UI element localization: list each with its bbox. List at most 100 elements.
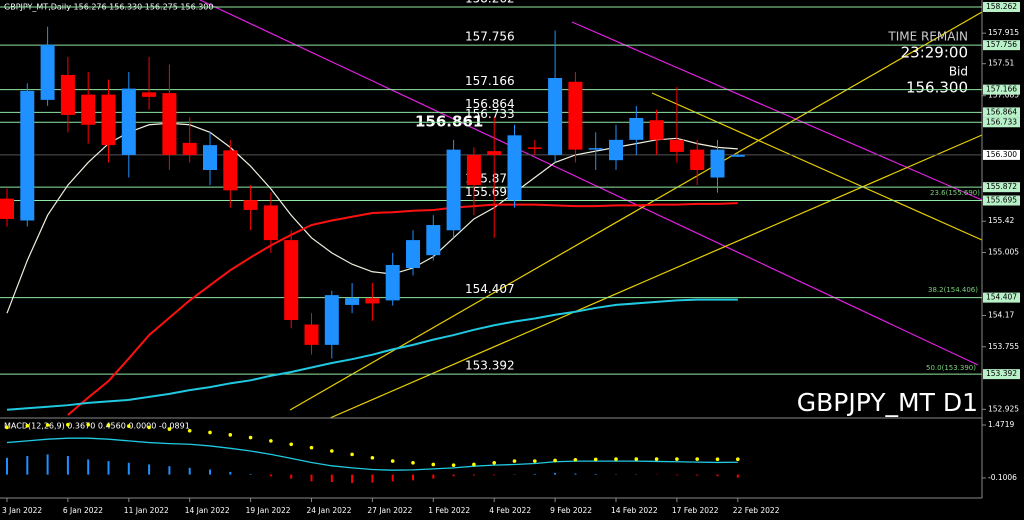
level-label: 155.695 [465, 185, 515, 199]
x-tick-label: 17 Feb 2022 [672, 506, 719, 515]
macd-bar [107, 461, 110, 475]
macd-bar [290, 474, 293, 479]
macd-bar [269, 474, 272, 477]
macd-bar [229, 471, 232, 475]
y-tick-label: 157.915 [988, 28, 1019, 37]
candle-body [263, 205, 278, 241]
candle-body [60, 75, 75, 115]
x-tick-label: 6 Jan 2022 [63, 506, 103, 515]
bid-label: Bid [949, 65, 968, 79]
macd-bar [472, 474, 475, 476]
macd-bar [554, 472, 557, 475]
signal-dot [390, 459, 395, 463]
macd-bar [675, 474, 678, 476]
candle-body [710, 149, 725, 178]
x-tick-label: 24 Jan 2022 [307, 506, 352, 515]
level-axis-label: 156.864 [986, 107, 1017, 116]
x-tick-label: 27 Jan 2022 [367, 506, 412, 515]
fib-label: 38.2(154.406) [928, 286, 978, 294]
level-label: 156.733 [465, 107, 515, 121]
signal-dot [309, 445, 314, 450]
level-axis-box [983, 117, 1020, 128]
macd-title: MACD(12,26,9) 0.3670 0.4560 0.0000 -0.08… [4, 422, 190, 431]
candle-body [284, 240, 299, 321]
moving-average [67, 202, 738, 416]
signal-dot [411, 460, 415, 465]
candle-body [223, 150, 238, 191]
y-tick-label: 157.085 [988, 91, 1019, 100]
signal-dot [187, 428, 192, 433]
signal-dot [593, 457, 598, 462]
candle-body [182, 142, 197, 155]
candle-body [527, 147, 542, 149]
level-axis-box [983, 182, 1020, 193]
fib-label: 50.0(153.390) [926, 364, 976, 372]
candle-body [730, 154, 745, 157]
candle-body [588, 148, 603, 150]
trend-line [329, 134, 983, 419]
macd-bar [330, 474, 333, 483]
trend-line [289, 11, 983, 411]
signal-dot [350, 452, 354, 457]
candle-body [345, 298, 360, 305]
macd-bar [533, 473, 536, 475]
signal-dot [614, 457, 618, 461]
macd-line [6, 437, 738, 471]
candle-body [0, 198, 14, 219]
candle-body [304, 324, 319, 345]
level-axis-box [983, 369, 1020, 380]
signal-dot [451, 463, 456, 467]
candle-body [365, 298, 380, 304]
x-tick-label: 14 Feb 2022 [611, 506, 658, 515]
macd-bar [148, 464, 151, 475]
x-tick-label: 1 Feb 2022 [428, 506, 470, 515]
candle-body [203, 145, 217, 170]
signal-dot [654, 457, 659, 461]
candle-body [324, 295, 339, 345]
x-tick-label: 9 Feb 2022 [550, 506, 592, 515]
macd-bar [127, 462, 130, 475]
signal-dot [472, 462, 476, 467]
signal-dot [533, 459, 537, 463]
candle-body [385, 264, 400, 301]
signal-dot [5, 425, 9, 430]
level-axis-box [983, 2, 1020, 13]
signal-dot [330, 449, 334, 453]
signal-dot [45, 423, 50, 427]
moving-average [6, 298, 738, 411]
macd-bar [310, 474, 313, 482]
candle-body [162, 93, 177, 155]
level-axis-box [983, 195, 1020, 206]
x-tick-label: 3 Jan 2022 [2, 506, 42, 515]
level-axis-label: 153.392 [986, 369, 1017, 378]
candle-body [649, 120, 664, 140]
candle-body [243, 200, 258, 210]
macd-bar [432, 474, 435, 479]
watermark: GBPJPY_MT D1 [797, 388, 978, 417]
x-tick-label: 14 Jan 2022 [185, 506, 230, 515]
macd-bar [6, 457, 8, 475]
bid-axis-label: 156.300 [986, 150, 1017, 159]
level-label: 158.262 [465, 0, 515, 6]
signal-dot [736, 457, 740, 462]
macd-bar [87, 459, 90, 475]
trend-line [199, 0, 979, 366]
candle-body [466, 154, 481, 186]
fib-label: 23.6(155.690) [930, 189, 980, 197]
signal-dot [573, 457, 578, 462]
level-label: 157.756 [465, 30, 515, 44]
level-axis-label: 158.262 [986, 2, 1017, 11]
bid-axis-box [983, 149, 1020, 160]
signal-dot [695, 457, 699, 461]
macd-bar [168, 466, 171, 475]
y-tick-label: 154.17 [988, 310, 1014, 319]
level-axis-label: 157.166 [986, 85, 1017, 94]
signal-dot [25, 423, 30, 428]
signal-dot [228, 433, 233, 437]
macd-bar [371, 474, 374, 483]
macd-bar [249, 473, 252, 475]
signal-dot [147, 425, 151, 430]
macd-bar [351, 474, 354, 484]
level-label: 154.407 [465, 282, 515, 296]
y-tick-label: -0.1006 [988, 473, 1017, 482]
